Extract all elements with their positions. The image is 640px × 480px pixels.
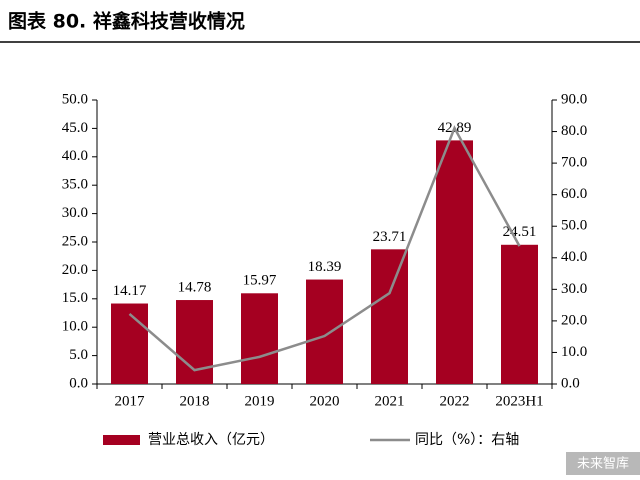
y-tick-label: 25.0	[62, 233, 88, 249]
bar-value-label: 18.39	[308, 259, 342, 275]
watermark: 未来智库	[577, 456, 629, 472]
legend-label: 营业总收入（亿元）	[148, 432, 274, 448]
bar-value-label: 14.78	[178, 279, 212, 295]
chart-title: 图表 80. 祥鑫科技营收情况	[8, 10, 245, 33]
y2-tick-label: 0.0	[561, 375, 580, 391]
y-tick-label: 20.0	[62, 262, 88, 278]
x-tick-label: 2021	[375, 393, 405, 409]
bar-value-label: 15.97	[243, 273, 277, 289]
y2-tick-label: 30.0	[561, 281, 587, 297]
x-tick-label: 2022	[440, 393, 470, 409]
x-tick-label: 2019	[245, 393, 275, 409]
bar	[306, 279, 343, 384]
y-tick-label: 15.0	[62, 290, 88, 306]
legend-label: 同比（%）：右轴	[415, 432, 519, 448]
bar-value-label: 14.17	[113, 283, 147, 299]
bar	[111, 303, 148, 384]
y-tick-label: 10.0	[62, 319, 88, 335]
y2-tick-label: 80.0	[561, 123, 587, 139]
y2-tick-label: 50.0	[561, 218, 587, 234]
watermark-bg	[566, 452, 640, 475]
y-tick-label: 5.0	[69, 347, 88, 363]
y2-tick-label: 10.0	[561, 344, 587, 360]
y-tick-label: 0.0	[69, 375, 88, 391]
x-tick-label: 2023H1	[495, 393, 543, 409]
x-tick-label: 2018	[180, 393, 210, 409]
line	[128, 125, 521, 372]
bar	[241, 293, 278, 384]
x-tick-label: 2020	[310, 393, 340, 409]
y2-tick-label: 20.0	[561, 312, 587, 328]
bar	[436, 140, 473, 384]
y-tick-label: 35.0	[62, 177, 88, 193]
y2-tick-label: 90.0	[561, 91, 587, 107]
bar	[176, 300, 213, 384]
y-tick-label: 40.0	[62, 148, 88, 164]
bar	[371, 249, 408, 384]
y-tick-label: 50.0	[62, 91, 88, 107]
x-tick-label: 2017	[115, 393, 146, 409]
bar	[501, 244, 538, 384]
y2-tick-label: 40.0	[561, 249, 587, 265]
y-tick-label: 45.0	[62, 120, 88, 136]
y2-tick-label: 60.0	[561, 186, 587, 202]
y-tick-label: 30.0	[62, 205, 88, 221]
bar-value-label: 23.71	[373, 229, 407, 245]
legend-swatch	[103, 435, 140, 445]
y2-tick-label: 70.0	[561, 155, 587, 171]
